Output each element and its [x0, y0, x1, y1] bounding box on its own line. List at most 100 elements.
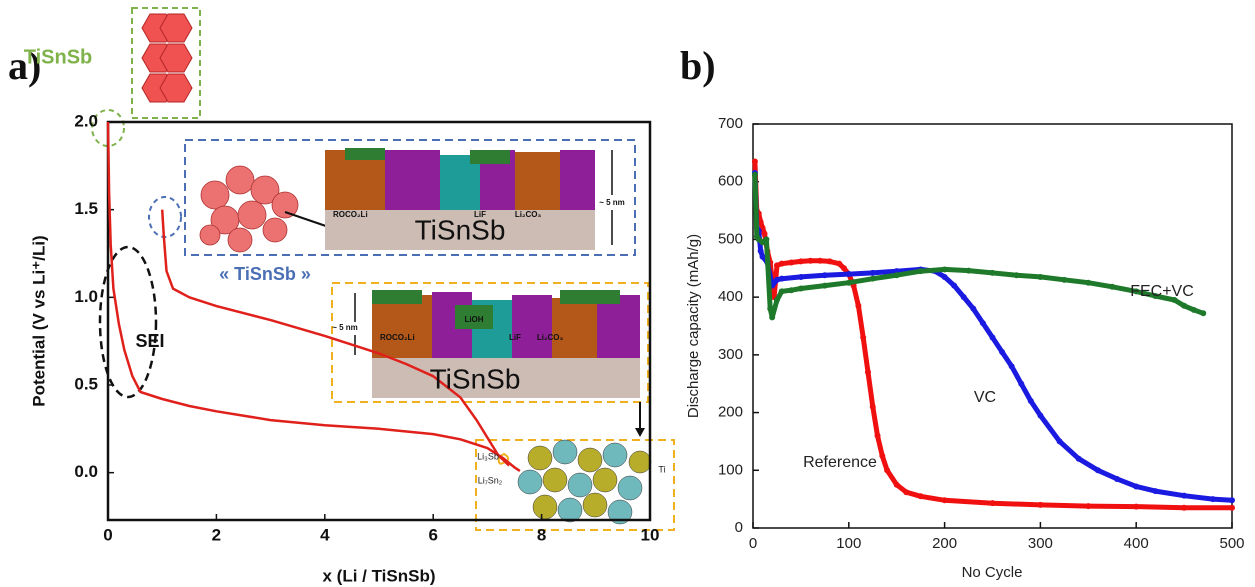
- point: [1056, 438, 1063, 445]
- annotation: Ti: [658, 464, 665, 474]
- point: [917, 493, 924, 500]
- point: [1181, 302, 1188, 309]
- point: [1152, 488, 1159, 495]
- y-tick-label: 100: [718, 461, 743, 478]
- y-axis-label: Discharge capacity (mAh/g): [685, 234, 702, 418]
- plot-frame: [752, 123, 1233, 529]
- point: [941, 273, 948, 280]
- x-tick-label: 500: [1219, 535, 1244, 552]
- point: [1181, 504, 1188, 511]
- annotation: SEI: [135, 331, 164, 351]
- point: [788, 259, 795, 266]
- point: [751, 171, 758, 178]
- sei-layer-1: [325, 148, 613, 250]
- point: [1133, 483, 1140, 490]
- point: [1152, 292, 1159, 299]
- series-trace: [752, 170, 1235, 503]
- sei-layer-2: [354, 290, 645, 437]
- annotation: ROCO₂Li: [380, 333, 415, 342]
- point: [979, 320, 986, 327]
- point: [989, 334, 996, 341]
- x-tick-label: 200: [932, 535, 957, 552]
- schematics: [91, 7, 675, 531]
- annotation: Reference: [803, 454, 877, 471]
- point: [1018, 380, 1025, 387]
- point: [1190, 306, 1197, 313]
- plot-frame: [106, 120, 652, 522]
- point: [1181, 492, 1188, 499]
- sei-box-2: [331, 282, 649, 403]
- x-tick-label: 10: [641, 525, 660, 544]
- point: [807, 257, 814, 264]
- sei-marker: [98, 245, 158, 399]
- point: [797, 258, 804, 265]
- point: [1171, 297, 1178, 304]
- sei-box: [184, 139, 636, 256]
- point: [1229, 504, 1235, 511]
- annotation: Li₂CO₃: [515, 210, 542, 219]
- annotation: ~ 5 nm: [332, 323, 358, 332]
- point: [989, 269, 996, 276]
- lithiated-marker: [148, 196, 182, 238]
- curve: [106, 121, 521, 472]
- point: [874, 432, 881, 439]
- y-tick-label: 0.5: [74, 374, 98, 393]
- annotation: LiF: [474, 210, 486, 219]
- point: [1008, 363, 1015, 370]
- point: [845, 279, 852, 286]
- point: [864, 369, 871, 376]
- annotation: « TiSnSb »: [219, 264, 311, 284]
- point: [869, 403, 876, 410]
- point: [821, 272, 828, 279]
- point: [788, 287, 795, 294]
- y-tick-label: 300: [718, 346, 743, 363]
- point: [817, 257, 824, 264]
- point: [1109, 283, 1116, 290]
- atom-box: [475, 439, 675, 531]
- y-tick-label: 1.0: [74, 287, 98, 306]
- point: [893, 272, 900, 279]
- point: [960, 294, 967, 301]
- point: [1075, 455, 1082, 462]
- point: [767, 305, 774, 312]
- atoms: [517, 439, 652, 525]
- y-tick-label: 0.0: [74, 462, 98, 481]
- point: [797, 273, 804, 280]
- point: [917, 268, 924, 275]
- point: [1027, 398, 1034, 405]
- point: [759, 253, 766, 260]
- point: [773, 276, 780, 283]
- point: [821, 282, 828, 289]
- y-tick-label: 400: [718, 288, 743, 305]
- annotation: ~ 5 nm: [599, 198, 625, 207]
- x-tick-label: 400: [1124, 535, 1149, 552]
- annotation: TiSnSb: [24, 46, 93, 68]
- point: [845, 271, 852, 278]
- point: [778, 260, 785, 267]
- y-tick-label: 0: [735, 519, 743, 536]
- series-trace: [752, 172, 1206, 320]
- y-tick-label: 1.5: [74, 199, 98, 218]
- chart-1: 0 2 4 6 8 10 0.0 0.5 1.0 1.5 2.0 x (Li / TiSnSb) Pot…: [8, 43, 666, 585]
- y-tick-label: 700: [718, 115, 743, 132]
- annotation: VC: [974, 389, 996, 406]
- point: [869, 275, 876, 282]
- crystal-box: [131, 7, 201, 119]
- point: [826, 258, 833, 265]
- point: [751, 158, 758, 165]
- annotation: TiSnSb: [430, 363, 521, 394]
- point: [1037, 273, 1044, 280]
- point: [778, 275, 785, 282]
- curve: [160, 209, 510, 467]
- point: [884, 467, 891, 474]
- point: [941, 266, 948, 273]
- y-tick-label: 600: [718, 173, 743, 190]
- point: [763, 236, 770, 243]
- annotation: ROCO₂Li: [333, 210, 368, 219]
- y-tick-label: 2.0: [74, 111, 98, 130]
- point: [1061, 276, 1068, 283]
- point: [1200, 310, 1207, 317]
- point: [841, 265, 848, 272]
- x-tick-label: 4: [320, 525, 330, 544]
